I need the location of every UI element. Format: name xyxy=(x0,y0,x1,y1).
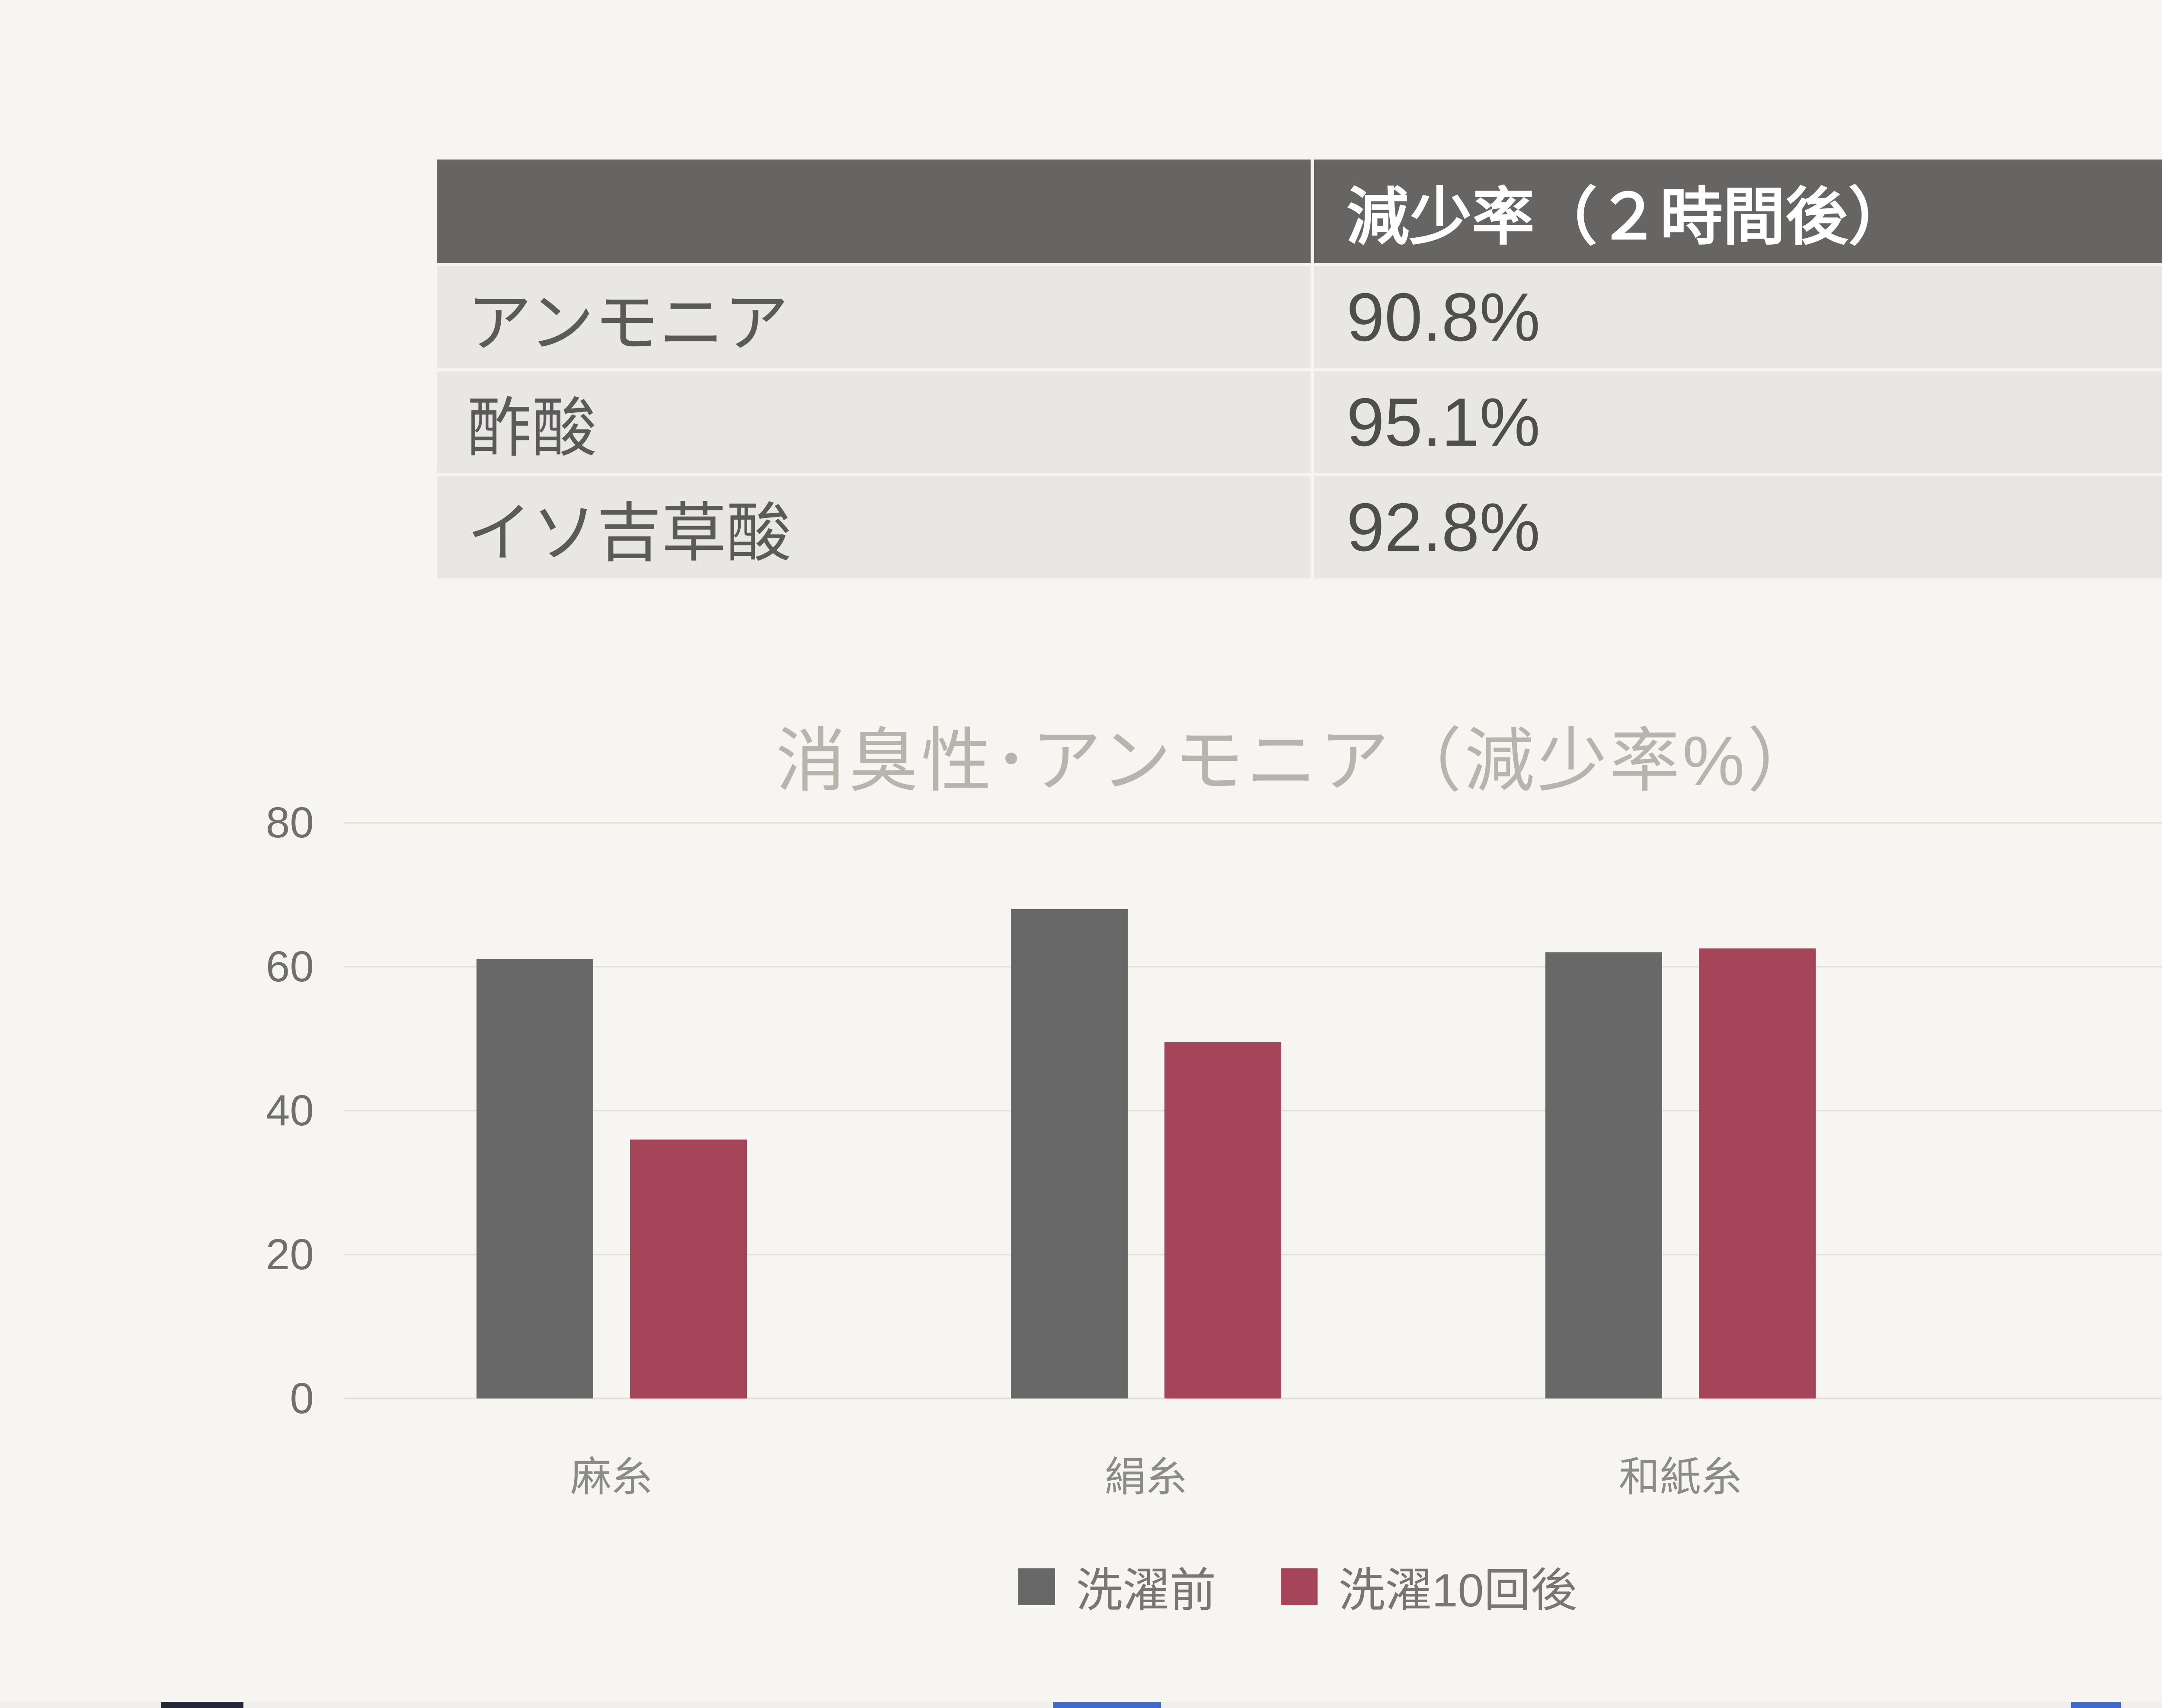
substance-name: アンモニア xyxy=(437,263,1311,368)
table-header-empty-cell xyxy=(437,160,1311,263)
gridline xyxy=(344,822,2162,824)
gridline xyxy=(344,1398,2162,1399)
bar-before-wash-0 xyxy=(476,959,593,1398)
substance-name: イソ吉草酸 xyxy=(437,473,1311,578)
bar-after-10-washes-2 xyxy=(1698,948,1816,1398)
artifact-segment xyxy=(2071,1702,2121,1708)
artifact-segment xyxy=(161,1702,243,1708)
bar-before-wash-1 xyxy=(1011,909,1128,1398)
x-axis-category-label: 麻糸 xyxy=(570,1454,653,1500)
legend-item-after-10-washes: 洗濯10回後 xyxy=(1281,1553,1577,1620)
legend-item-before-wash: 洗濯前 xyxy=(1018,1553,1216,1620)
x-axis-category-label: 絹糸 xyxy=(1104,1454,1187,1500)
gridline xyxy=(344,966,2162,967)
chart-legend: 洗濯前 洗濯10回後 xyxy=(0,1553,2162,1620)
table-row: アンモニア 90.8% xyxy=(437,263,2162,368)
table-row: イソ吉草酸 92.8% xyxy=(437,473,2162,578)
legend-label-before-wash: 洗濯前 xyxy=(1076,1564,1216,1616)
substance-name: 酢酸 xyxy=(437,368,1311,473)
odor-reduction-table: 減少率（２時間後） アンモニア 90.8% 酢酸 95.1% イソ吉草酸 92.… xyxy=(437,160,2162,578)
table-header-row: 減少率（２時間後） xyxy=(437,160,2162,263)
table-header-rate-cell: 減少率（２時間後） xyxy=(1311,160,2162,263)
legend-swatch-before-wash xyxy=(1018,1568,1055,1605)
artifact-segment xyxy=(1053,1702,1161,1708)
table-row: 酢酸 95.1% xyxy=(437,368,2162,473)
reduction-value: 90.8% xyxy=(1311,263,2162,368)
chart-title: 消臭性･アンモニア（減少率%） xyxy=(776,722,1820,800)
reduction-value: 92.8% xyxy=(1311,473,2162,578)
bar-after-10-washes-1 xyxy=(1164,1042,1281,1398)
y-axis-tick-label: 60 xyxy=(265,942,314,991)
bar-after-10-washes-0 xyxy=(630,1139,747,1398)
bottom-edge-artifact xyxy=(0,1702,2162,1708)
legend-label-after-10-washes: 洗濯10回後 xyxy=(1338,1564,1577,1616)
y-axis-tick-label: 20 xyxy=(265,1230,314,1279)
x-axis-category-label: 和紙糸 xyxy=(1618,1454,1742,1500)
plot-area: 0 20 40 60 80 麻糸 絹糸 和紙糸 xyxy=(266,801,2162,1500)
legend-swatch-after-10-washes xyxy=(1281,1568,1318,1605)
reduction-value: 95.1% xyxy=(1311,368,2162,473)
y-axis-tick-label: 40 xyxy=(265,1086,314,1135)
y-axis-tick-label: 0 xyxy=(290,1374,314,1423)
bar-before-wash-2 xyxy=(1545,952,1662,1398)
y-axis-tick-label: 80 xyxy=(265,798,314,847)
